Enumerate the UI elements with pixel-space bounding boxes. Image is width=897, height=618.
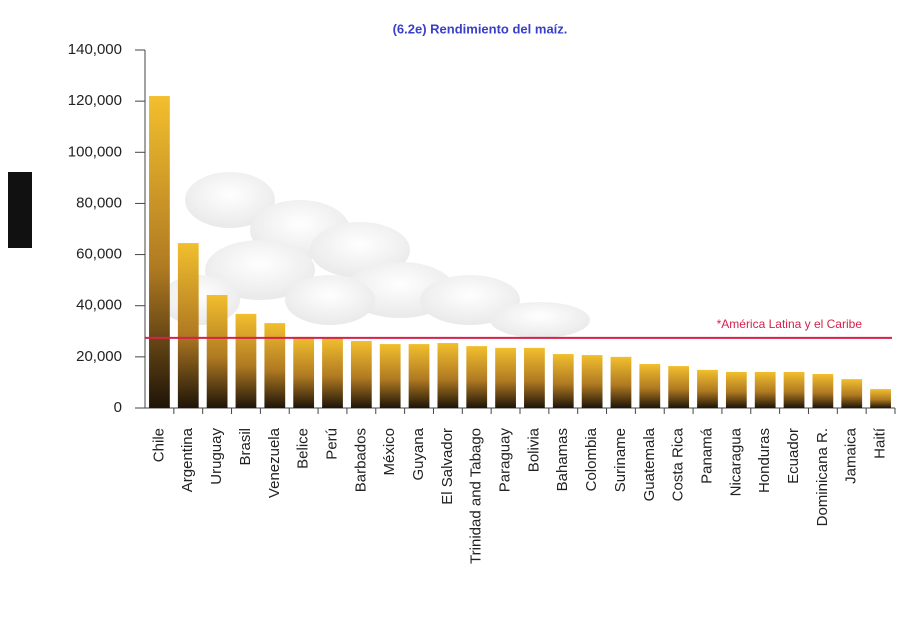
x-tick-label: Jamaica <box>843 427 860 484</box>
bar <box>812 373 834 408</box>
side-marker <box>8 172 32 248</box>
y-tick-label: 100,000 <box>68 143 122 160</box>
x-tick-label: Dominicana R. <box>814 428 831 526</box>
x-tick-label: Costa Rica <box>670 427 687 501</box>
bar <box>264 323 286 408</box>
x-tick-label: Brasil <box>237 428 254 466</box>
x-tick-label: Argentina <box>179 427 196 492</box>
bar <box>841 379 863 408</box>
bar <box>466 346 488 408</box>
x-tick-label: Honduras <box>756 428 773 493</box>
x-tick-label: Guatemala <box>641 427 658 501</box>
bar <box>350 341 372 408</box>
bar <box>725 371 747 408</box>
bar <box>177 243 199 408</box>
y-tick-label: 80,000 <box>76 194 122 211</box>
y-tick-label: 0 <box>114 399 122 416</box>
bar <box>495 347 516 408</box>
bar <box>322 337 343 408</box>
y-tick-label: 120,000 <box>68 92 122 109</box>
y-tick-label: 20,000 <box>76 348 122 365</box>
x-tick-label: Belice <box>295 428 312 469</box>
y-tick-label: 40,000 <box>76 297 122 314</box>
x-tick-label: El Salvador <box>439 428 456 505</box>
bar <box>783 371 805 408</box>
x-tick-label: Uruguay <box>208 428 225 485</box>
y-tick-label: 60,000 <box>76 246 122 263</box>
x-tick-label: Paraguay <box>497 428 514 493</box>
x-tick-label: Guyana <box>410 427 427 480</box>
bar <box>149 96 170 409</box>
bar <box>235 313 257 408</box>
x-tick-label: Venezuela <box>266 427 283 498</box>
x-tick-label: Bahamas <box>554 428 571 491</box>
bar <box>668 366 690 408</box>
bar <box>206 294 228 408</box>
x-tick-label: Colombia <box>583 427 600 491</box>
bar <box>754 371 776 408</box>
reference-label: *América Latina y el Caribe <box>717 317 863 331</box>
x-tick-label: Ecuador <box>785 428 802 484</box>
x-tick-label: Panamá <box>698 427 715 484</box>
x-tick-label: Suriname <box>612 428 629 492</box>
bar <box>379 344 401 408</box>
bar <box>581 355 603 408</box>
x-tick-label: Trinidad and Tabago <box>468 428 485 564</box>
bar <box>870 389 891 408</box>
x-tick-label: Nicaragua <box>727 427 744 496</box>
bar <box>639 364 661 408</box>
y-tick-label: 140,000 <box>68 41 122 58</box>
x-tick-label: Bolivia <box>525 427 542 472</box>
chart-title: (6.2e) Rendimiento del maíz. <box>393 21 568 36</box>
x-tick-label: Haití <box>872 427 889 459</box>
bar <box>524 347 545 408</box>
bar <box>610 356 632 408</box>
bar <box>293 336 315 408</box>
x-tick-label: Chile <box>150 428 167 462</box>
x-tick-label: Barbados <box>352 428 369 492</box>
bar <box>408 344 430 408</box>
x-tick-label: México <box>381 428 398 476</box>
bar <box>552 354 574 408</box>
bar <box>437 343 459 408</box>
x-tick-label: Perú <box>323 428 340 460</box>
bar <box>697 369 718 408</box>
